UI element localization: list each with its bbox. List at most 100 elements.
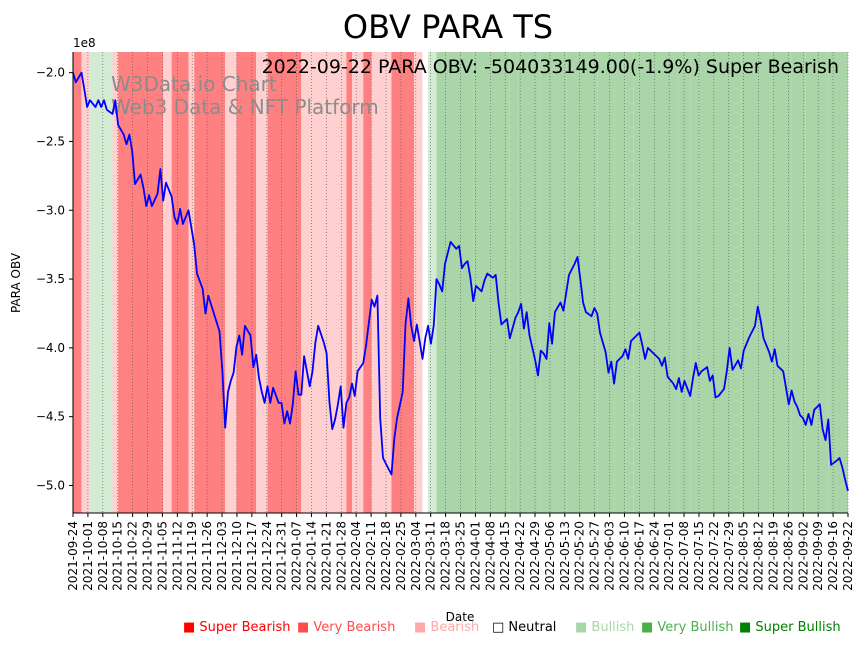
x-tick-label-2022-04-08: 2022-04-08 bbox=[483, 521, 497, 591]
x-tick-label-2022-08-19: 2022-08-19 bbox=[766, 521, 780, 591]
x-tick-label-2022-07-29: 2022-07-29 bbox=[722, 521, 736, 591]
x-tick-label-2021-10-01: 2021-10-01 bbox=[81, 521, 95, 591]
x-tick-label-2022-01-21: 2022-01-21 bbox=[319, 521, 333, 591]
x-ticks: 2021-09-24 2021-10-01 2021-10-08 2021-10-15… bbox=[66, 513, 855, 591]
regime-band-50 bbox=[805, 52, 829, 513]
regime-band-39 bbox=[662, 52, 671, 513]
x-tick-label-2022-04-01: 2022-04-01 bbox=[468, 521, 482, 591]
x-tick-label-2022-05-13: 2022-05-13 bbox=[558, 521, 572, 591]
regime-band-40 bbox=[670, 52, 679, 513]
x-tick-label-2022-07-15: 2022-07-15 bbox=[692, 521, 706, 591]
x-axis-label: Date bbox=[446, 610, 475, 624]
regime-band-27 bbox=[509, 52, 519, 513]
x-tick-label-2021-10-08: 2021-10-08 bbox=[96, 521, 110, 591]
x-tick-label-2022-08-12: 2022-08-12 bbox=[752, 521, 766, 591]
regime-band-37 bbox=[639, 52, 654, 513]
x-tick-label-2021-11-26: 2021-11-26 bbox=[200, 521, 214, 591]
x-tick-label-2021-12-24: 2021-12-24 bbox=[260, 521, 274, 591]
regime-band-18 bbox=[371, 52, 392, 513]
y-tick-label-2: −3.0 bbox=[36, 203, 65, 217]
x-tick-label-2022-01-28: 2022-01-28 bbox=[334, 521, 348, 591]
x-tick-label-2022-05-06: 2022-05-06 bbox=[543, 521, 557, 591]
regime-band-2 bbox=[89, 52, 113, 513]
regime-band-14 bbox=[301, 52, 347, 513]
x-tick-label-2022-07-01: 2022-07-01 bbox=[662, 521, 676, 591]
x-tick-label-2022-08-26: 2022-08-26 bbox=[781, 521, 795, 591]
regime-band-12 bbox=[256, 52, 268, 513]
regime-band-9 bbox=[194, 52, 226, 513]
regime-band-46 bbox=[740, 52, 755, 513]
regime-band-29 bbox=[540, 52, 555, 513]
x-tick-label-2022-05-27: 2022-05-27 bbox=[588, 521, 602, 591]
regime-band-25 bbox=[473, 52, 491, 513]
x-tick-label-2022-02-25: 2022-02-25 bbox=[394, 521, 408, 591]
x-tick-label-2022-07-22: 2022-07-22 bbox=[707, 521, 721, 591]
regime-band-6 bbox=[163, 52, 172, 513]
regime-band-11 bbox=[236, 52, 257, 513]
x-tick-label-2022-07-08: 2022-07-08 bbox=[677, 521, 691, 591]
regime-band-0 bbox=[73, 52, 82, 513]
regime-band-3 bbox=[112, 52, 119, 513]
x-tick-label-2021-12-10: 2021-12-10 bbox=[230, 521, 244, 591]
regime-band-43 bbox=[698, 52, 716, 513]
regime-band-44 bbox=[715, 52, 724, 513]
x-tick-label-2022-03-11: 2022-03-11 bbox=[424, 521, 438, 591]
legend: ■ Super Bearish ■ Very Bearish ■ Bearish □ … bbox=[183, 620, 853, 640]
x-tick-label-2022-09-09: 2022-09-09 bbox=[811, 521, 825, 591]
regime-band-5 bbox=[126, 52, 164, 513]
x-tick-label-2022-03-18: 2022-03-18 bbox=[439, 521, 453, 591]
y-tick-label-0: −2.0 bbox=[36, 66, 65, 80]
regime-band-4 bbox=[118, 52, 127, 513]
legend-item-bullish: ■ Bullish bbox=[575, 620, 635, 635]
x-tick-label-2022-01-07: 2022-01-07 bbox=[290, 521, 304, 591]
x-tick-label-2022-02-18: 2022-02-18 bbox=[379, 521, 393, 591]
x-tick-label-2022-05-20: 2022-05-20 bbox=[573, 521, 587, 591]
watermark-line-2: Web3 Data & NFT Platform bbox=[111, 95, 379, 119]
y-axis-label: PARA OBV bbox=[9, 252, 23, 313]
x-tick-label-2022-04-29: 2022-04-29 bbox=[528, 521, 542, 591]
regime-band-41 bbox=[678, 52, 691, 513]
regime-band-38 bbox=[653, 52, 662, 513]
regime-band-45 bbox=[724, 52, 741, 513]
watermark-line-1: W3Data.io Chart bbox=[111, 72, 277, 96]
x-tick-label-2022-03-04: 2022-03-04 bbox=[409, 521, 423, 591]
chart-title: OBV PARA TS bbox=[343, 8, 553, 46]
vertical-gridlines bbox=[72, 52, 849, 513]
regime-band-34 bbox=[614, 52, 626, 513]
regime-band-35 bbox=[625, 52, 634, 513]
regime-band-30 bbox=[554, 52, 567, 513]
x-tick-label-2022-09-02: 2022-09-02 bbox=[796, 521, 810, 591]
x-tick-label-2021-11-12: 2021-11-12 bbox=[170, 521, 184, 591]
regime-band-19 bbox=[391, 52, 414, 513]
regime-band-28 bbox=[518, 52, 541, 513]
regime-band-26 bbox=[490, 52, 510, 513]
x-tick-label-2022-06-17: 2022-06-17 bbox=[632, 521, 646, 591]
regime-band-8 bbox=[188, 52, 195, 513]
regime-bands bbox=[73, 52, 848, 513]
regime-band-1 bbox=[81, 52, 90, 513]
regime-band-7 bbox=[171, 52, 189, 513]
x-tick-label-2022-04-15: 2022-04-15 bbox=[498, 521, 512, 591]
x-tick-label-2022-06-03: 2022-06-03 bbox=[603, 521, 617, 591]
legend-item-neutral: □ Neutral bbox=[492, 620, 557, 635]
watermark: W3Data.io Chart Web3 Data & NFT Platform bbox=[111, 72, 379, 119]
regime-band-49 bbox=[791, 52, 806, 513]
x-tick-label-2022-04-22: 2022-04-22 bbox=[513, 521, 527, 591]
regime-band-13 bbox=[267, 52, 302, 513]
x-tick-label-2021-10-15: 2021-10-15 bbox=[111, 521, 125, 591]
y-ticks: −2.0 −2.5 −3.0 −3.5 −4.0 −4.5 −5.0 bbox=[36, 66, 73, 492]
regime-band-36 bbox=[633, 52, 640, 513]
regime-band-22 bbox=[428, 52, 437, 513]
y-tick-label-6: −5.0 bbox=[36, 478, 65, 492]
x-tick-label-2022-02-04: 2022-02-04 bbox=[349, 521, 363, 591]
x-tick-label-2022-06-10: 2022-06-10 bbox=[617, 521, 631, 591]
status-annotation: 2022-09-22 PARA OBV: -504033149.00(-1.9%… bbox=[262, 56, 839, 78]
x-tick-label-2022-06-24: 2022-06-24 bbox=[647, 521, 661, 591]
regime-band-42 bbox=[690, 52, 699, 513]
x-tick-label-2021-12-03: 2021-12-03 bbox=[215, 521, 229, 591]
x-tick-label-2022-02-11: 2022-02-11 bbox=[364, 521, 378, 591]
x-tick-label-2021-10-29: 2021-10-29 bbox=[141, 521, 155, 591]
x-tick-label-2022-08-05: 2022-08-05 bbox=[737, 521, 751, 591]
regime-band-24 bbox=[445, 52, 474, 513]
regime-band-10 bbox=[225, 52, 237, 513]
